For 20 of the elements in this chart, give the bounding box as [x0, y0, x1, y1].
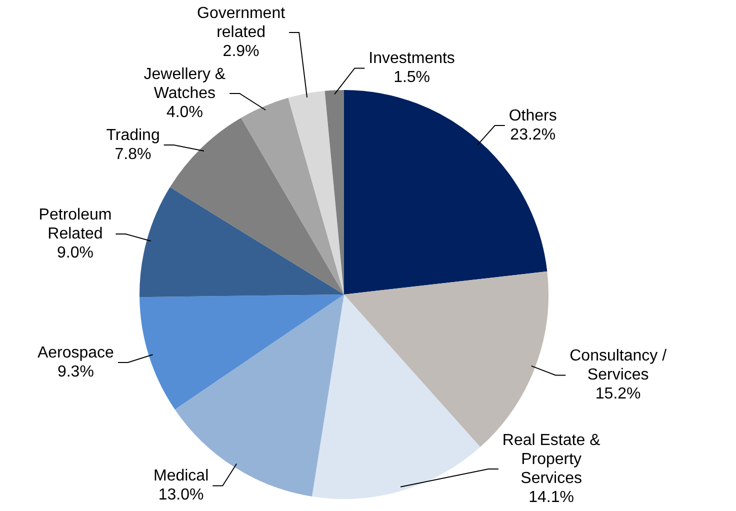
slice-label: Aerospace: [37, 344, 114, 362]
data-label: 9.0%: [57, 244, 94, 262]
data-label: 2.9%: [222, 42, 260, 60]
data-label: 1.5%: [394, 69, 430, 86]
data-label: 4.0%: [166, 104, 203, 121]
slice-label: Trading: [106, 126, 160, 144]
data-label: 13.0%: [158, 486, 204, 504]
slice-label: Jewellery & Watches: [144, 66, 226, 102]
data-label: 7.8%: [114, 146, 152, 163]
slice-label: Others: [508, 107, 557, 124]
data-label: 9.3%: [57, 363, 94, 380]
data-label: 14.1%: [528, 488, 574, 506]
slice-label: Medical: [154, 468, 209, 485]
slice-label: Investments: [368, 50, 455, 68]
data-label: 23.2%: [510, 126, 556, 144]
slice-label: Real Estate & Property Services: [502, 432, 601, 487]
slice-label: Government related: [197, 4, 286, 41]
slice-label: Consultancy / Services: [570, 348, 668, 384]
slice-label: Petroleum Related: [38, 206, 112, 242]
data-label: 15.2%: [595, 386, 641, 403]
